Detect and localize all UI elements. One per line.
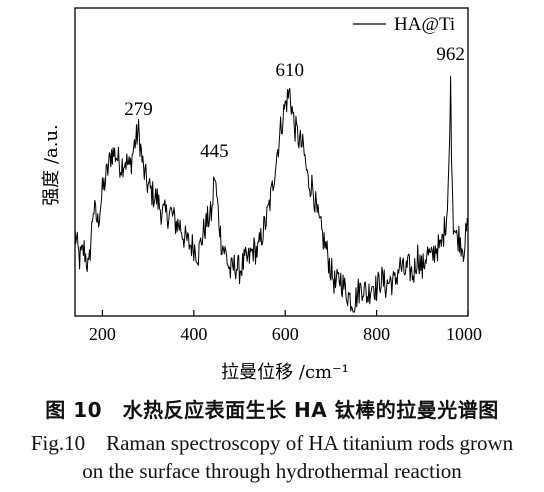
- peak-label-279: 279: [124, 99, 153, 120]
- figure-caption-english-line2: on the surface through hydrothermal reac…: [82, 459, 462, 483]
- peak-label-962: 962: [436, 44, 465, 65]
- figure-caption-chinese: 图 10 水热反应表面生长 HA 钛棒的拉曼光谱图: [45, 398, 499, 422]
- x-ticks: 200 400 600 800 1000: [89, 310, 482, 344]
- legend: HA@Ti: [353, 14, 455, 35]
- raman-chart: 200 400 600 800 1000 279 445 610 962 HA@Ti 拉曼位移…: [41, 7, 482, 383]
- x-tick-label-400: 400: [180, 324, 207, 344]
- figure-caption-english-line1: Fig.10 Raman spectroscopy of HA titanium…: [30, 431, 514, 455]
- legend-label: HA@Ti: [394, 14, 455, 35]
- peak-label-445: 445: [200, 141, 229, 162]
- peak-label-610: 610: [276, 60, 305, 81]
- y-axis-title: 强度 /a.u.: [41, 124, 62, 206]
- x-tick-label-800: 800: [363, 324, 390, 344]
- x-tick-label-600: 600: [272, 324, 299, 344]
- x-axis-title: 拉曼位移 /cm⁻¹: [221, 362, 349, 383]
- x-tick-label-200: 200: [89, 324, 116, 344]
- series-line-0: [74, 75, 469, 313]
- plot-frame: [74, 7, 469, 317]
- series-layer: [74, 75, 469, 313]
- peak-annotations: 279 445 610 962: [124, 44, 465, 162]
- x-tick-label-1000: 1000: [446, 324, 482, 344]
